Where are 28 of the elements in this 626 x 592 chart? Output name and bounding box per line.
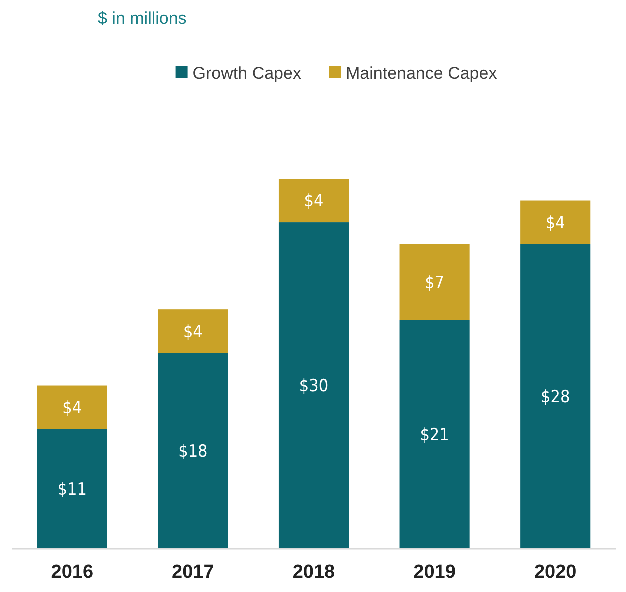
x-tick-label: 2019 bbox=[414, 562, 456, 583]
bar bbox=[400, 320, 470, 549]
bar bbox=[158, 353, 228, 549]
data-label: $4 bbox=[62, 398, 82, 418]
bar bbox=[520, 244, 591, 549]
data-label: $7 bbox=[425, 273, 445, 294]
data-label: $4 bbox=[546, 213, 566, 234]
data-label: $21 bbox=[420, 426, 450, 446]
bar bbox=[158, 310, 228, 354]
legend-label: Maintenance Capex bbox=[346, 64, 498, 83]
x-tick-label: 2020 bbox=[534, 562, 577, 583]
x-tick-label: 2016 bbox=[51, 562, 94, 583]
data-label: $4 bbox=[183, 322, 203, 342]
legend-label: Growth Capex bbox=[192, 64, 302, 83]
bar bbox=[278, 179, 350, 223]
x-tick-label: 2017 bbox=[172, 562, 214, 583]
bar bbox=[400, 244, 470, 320]
data-label: $11 bbox=[58, 480, 87, 500]
bar bbox=[520, 200, 591, 244]
data-label: $28 bbox=[541, 388, 570, 408]
chart-title: $ in millions bbox=[98, 9, 187, 28]
data-label: $4 bbox=[304, 192, 324, 212]
data-label: $30 bbox=[299, 376, 329, 397]
bar bbox=[37, 386, 108, 430]
data-label: $18 bbox=[178, 442, 208, 462]
bar bbox=[278, 222, 350, 549]
bar bbox=[37, 429, 108, 549]
x-tick-label: 2018 bbox=[292, 562, 336, 583]
